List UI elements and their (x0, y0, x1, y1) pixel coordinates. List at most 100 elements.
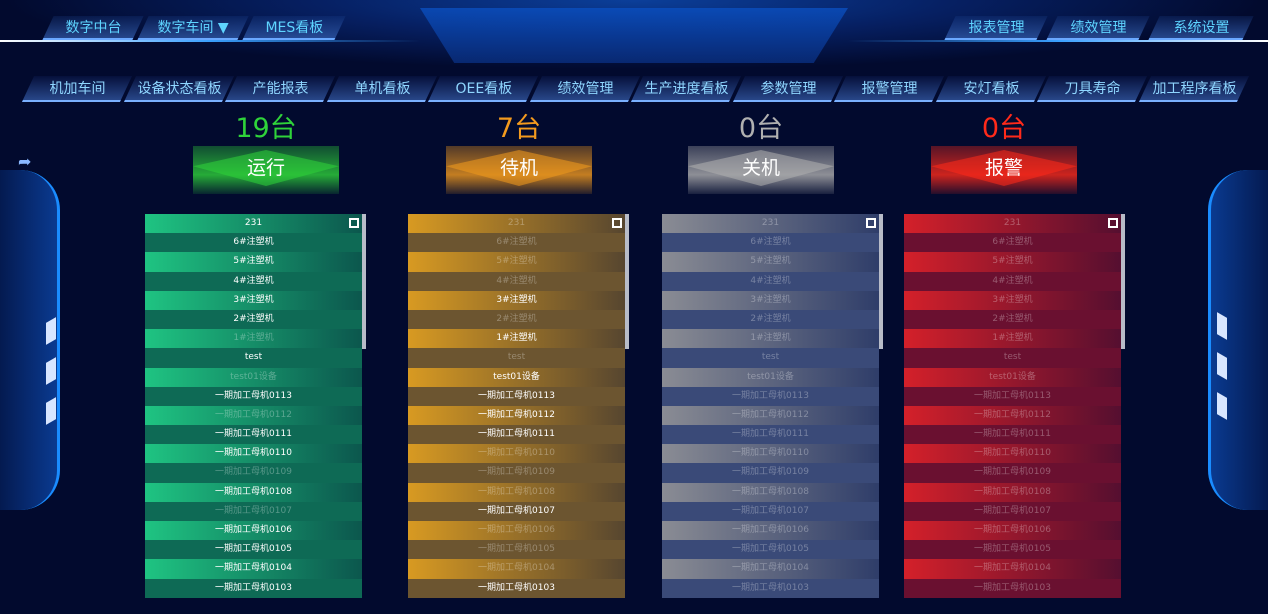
subnav-item[interactable]: 刀具寿命 (1036, 76, 1148, 102)
subnav-item[interactable]: 安灯看板 (935, 76, 1046, 102)
back-arrow-icon[interactable]: ➦ (18, 152, 32, 171)
device-row[interactable]: 一期加工母机0107 (408, 501, 625, 521)
device-list[interactable]: 231 6#注塑机 5#注塑机 4#注塑机 3#注塑机 2#注塑机 1#注塑机 test tes… (408, 214, 625, 614)
device-row[interactable]: 3#注塑机 (904, 290, 1121, 310)
device-row[interactable]: 一期加工母机0111 (904, 425, 1121, 445)
device-row[interactable]: 1#注塑机 (145, 329, 362, 349)
nav-performance-management[interactable]: 绩效管理 (1046, 16, 1150, 40)
device-row[interactable]: 一期加工母机0113 (408, 386, 625, 406)
device-row[interactable]: 231 (408, 214, 625, 234)
scrollbar[interactable] (1121, 214, 1125, 349)
device-row[interactable]: 一期加工母机0109 (904, 463, 1121, 483)
device-row[interactable]: 5#注塑机 (662, 252, 879, 272)
device-list[interactable]: 231 6#注塑机 5#注塑机 4#注塑机 3#注塑机 2#注塑机 1#注塑机 test tes… (145, 214, 362, 614)
device-row[interactable]: 一期加工母机0113 (904, 386, 1121, 406)
device-row[interactable]: test (408, 348, 625, 368)
device-row[interactable]: 4#注塑机 (408, 271, 625, 291)
subnav-item[interactable]: 报警管理 (833, 76, 945, 102)
device-row[interactable]: 4#注塑机 (145, 271, 362, 291)
device-row[interactable]: 一期加工母机0106 (145, 521, 362, 541)
scrollbar[interactable] (879, 214, 883, 349)
device-row[interactable]: 一期加工母机0108 (145, 482, 362, 502)
device-row[interactable]: 231 (904, 214, 1121, 234)
device-row[interactable]: test01设备 (662, 367, 879, 387)
fullscreen-icon[interactable] (612, 218, 622, 228)
device-row[interactable]: 1#注塑机 (408, 329, 625, 349)
device-row[interactable]: 3#注塑机 (408, 290, 625, 310)
subnav-item[interactable]: 机加车间 (21, 76, 133, 102)
fullscreen-icon[interactable] (349, 218, 359, 228)
subnav-item[interactable]: 单机看板 (326, 76, 437, 102)
device-list[interactable]: 231 6#注塑机 5#注塑机 4#注塑机 3#注塑机 2#注塑机 1#注塑机 test tes… (662, 214, 879, 614)
device-row[interactable]: test (904, 348, 1121, 368)
device-row[interactable]: 一期加工母机0103 (662, 578, 879, 598)
fullscreen-icon[interactable] (866, 218, 876, 228)
nav-system-settings[interactable]: 系统设置 (1148, 16, 1254, 40)
subnav-item[interactable]: OEE看板 (427, 76, 539, 102)
device-row[interactable]: 6#注塑机 (145, 233, 362, 253)
device-row[interactable]: 3#注塑机 (145, 290, 362, 310)
nav-report-management[interactable]: 报表管理 (944, 16, 1048, 40)
device-row[interactable]: 2#注塑机 (145, 309, 362, 330)
nav-digital-workshop-dropdown[interactable]: 数字车间 ▼ (137, 16, 249, 40)
device-row[interactable]: 4#注塑机 (904, 271, 1121, 291)
device-row[interactable]: 一期加工母机0110 (408, 444, 625, 464)
device-row[interactable]: test01设备 (408, 367, 625, 387)
status-card[interactable]: 19台 运行 (193, 112, 339, 202)
device-row[interactable]: 一期加工母机0108 (904, 482, 1121, 502)
device-row[interactable]: 一期加工母机0108 (662, 482, 879, 502)
device-row[interactable]: 一期加工母机0108 (408, 482, 625, 502)
device-row[interactable]: 一期加工母机0106 (408, 521, 625, 541)
device-row[interactable]: 一期加工母机0104 (662, 559, 879, 579)
device-row[interactable]: 231 (145, 214, 362, 234)
device-row[interactable]: 5#注塑机 (904, 252, 1121, 272)
subnav-item[interactable]: 生产进度看板 (630, 76, 742, 102)
device-row[interactable]: 3#注塑机 (662, 290, 879, 310)
device-row[interactable]: 一期加工母机0104 (408, 559, 625, 579)
device-row[interactable]: 1#注塑机 (904, 329, 1121, 349)
nav-mes-board[interactable]: MES看板 (242, 16, 346, 40)
device-row[interactable]: 一期加工母机0104 (904, 559, 1121, 579)
device-row[interactable]: test01设备 (145, 367, 362, 387)
device-row[interactable]: test01设备 (904, 367, 1121, 387)
device-row[interactable]: 一期加工母机0113 (662, 386, 879, 406)
device-row[interactable]: 一期加工母机0113 (145, 386, 362, 406)
device-row[interactable]: 一期加工母机0111 (408, 425, 625, 445)
device-row[interactable]: 一期加工母机0107 (145, 501, 362, 521)
subnav-item[interactable]: 参数管理 (732, 76, 843, 102)
device-row[interactable]: 6#注塑机 (408, 233, 625, 253)
device-row[interactable]: 一期加工母机0110 (662, 444, 879, 464)
device-row[interactable]: 一期加工母机0111 (145, 425, 362, 445)
device-row[interactable]: 5#注塑机 (145, 252, 362, 272)
device-row[interactable]: 一期加工母机0106 (662, 521, 879, 541)
status-card[interactable]: 0台 报警 (931, 112, 1077, 202)
device-row[interactable]: 一期加工母机0105 (145, 540, 362, 560)
device-row[interactable]: 一期加工母机0112 (145, 405, 362, 426)
device-row[interactable]: 一期加工母机0103 (904, 578, 1121, 598)
device-row[interactable]: 4#注塑机 (662, 271, 879, 291)
device-row[interactable]: 6#注塑机 (662, 233, 879, 253)
device-row[interactable]: 一期加工母机0112 (662, 405, 879, 426)
device-row[interactable]: 一期加工母机0110 (904, 444, 1121, 464)
device-row[interactable]: 2#注塑机 (408, 309, 625, 330)
device-row[interactable]: 一期加工母机0109 (145, 463, 362, 483)
subnav-item[interactable]: 设备状态看板 (123, 76, 234, 102)
device-row[interactable]: 5#注塑机 (408, 252, 625, 272)
device-list[interactable]: 231 6#注塑机 5#注塑机 4#注塑机 3#注塑机 2#注塑机 1#注塑机 test tes… (904, 214, 1121, 614)
device-row[interactable]: 一期加工母机0112 (904, 405, 1121, 426)
device-row[interactable]: 一期加工母机0109 (662, 463, 879, 483)
device-row[interactable]: 一期加工母机0110 (145, 444, 362, 464)
device-row[interactable]: 一期加工母机0104 (145, 559, 362, 579)
device-row[interactable]: 一期加工母机0103 (145, 578, 362, 598)
device-row[interactable]: 一期加工母机0109 (408, 463, 625, 483)
status-card[interactable]: 7台 待机 (446, 112, 592, 202)
subnav-item[interactable]: 绩效管理 (529, 76, 640, 102)
device-row[interactable]: 一期加工母机0106 (904, 521, 1121, 541)
status-card[interactable]: 0台 关机 (688, 112, 834, 202)
scrollbar[interactable] (362, 214, 366, 349)
device-row[interactable]: 一期加工母机0112 (408, 405, 625, 426)
fullscreen-icon[interactable] (1108, 218, 1118, 228)
device-row[interactable]: 一期加工母机0105 (662, 540, 879, 560)
device-row[interactable]: 一期加工母机0105 (408, 540, 625, 560)
scrollbar[interactable] (625, 214, 629, 349)
